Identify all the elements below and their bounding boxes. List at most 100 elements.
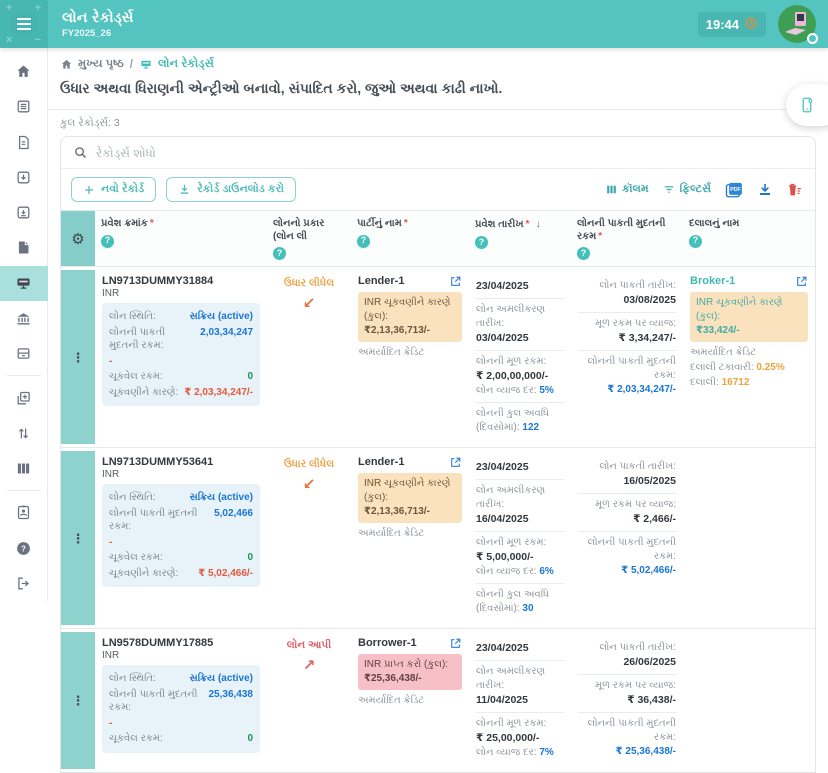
- divider: [48, 109, 828, 110]
- broker-name-link[interactable]: Broker-1: [690, 275, 735, 287]
- column-label: પ્રવેશ ક્રમાંક: [101, 218, 148, 229]
- help-icon[interactable]: ?: [689, 235, 702, 248]
- svg-text:PDF: PDF: [730, 187, 741, 193]
- sidebar-divider: [7, 375, 41, 376]
- help-icon[interactable]: ?: [101, 235, 114, 248]
- entry-number-value: LN9713DUMMY53641: [102, 456, 260, 468]
- sidebar-item-bank[interactable]: [0, 301, 48, 336]
- maturity-cell: લોન પાકતી તારીખ:16/05/2025 મૂળ રકમ પર વ્…: [571, 448, 683, 628]
- broker-cell: [683, 448, 815, 628]
- delete-records-button[interactable]: [786, 182, 803, 198]
- loan-direction-arrow-icon: ↙: [274, 294, 344, 312]
- sidebar-item-document[interactable]: [0, 125, 48, 160]
- column-header-0: પ્રવેશ ક્રમાંક* ?: [95, 211, 267, 266]
- entry-date-value: 23/04/2025: [476, 280, 529, 292]
- home-icon: [15, 63, 32, 80]
- user-avatar[interactable]: [778, 5, 816, 43]
- broker-cell: Broker-1 INR ચૂકવણીને કારણે (કુલ):₹33,42…: [683, 267, 815, 447]
- download-icon: [178, 183, 191, 196]
- sidebar-item-home[interactable]: [0, 54, 48, 89]
- sidebar-item-logout[interactable]: [0, 566, 48, 601]
- breadcrumb-current[interactable]: લોન રેકોર્ડ્સ: [139, 58, 214, 71]
- sidebar-item-archive-download[interactable]: [0, 195, 48, 230]
- sidebar-item-ledger[interactable]: [0, 89, 48, 124]
- row-menu-kebab-icon[interactable]: ⋮: [72, 532, 85, 545]
- loan-records-icon: [139, 58, 153, 71]
- maturity-total-value: ₹ 2,03,34,247/-: [607, 384, 676, 395]
- open-in-new-icon[interactable]: [449, 637, 462, 650]
- session-timer-badge[interactable]: 19:44: [698, 12, 766, 37]
- filters-button[interactable]: ફિલ્ટર્સ: [662, 183, 711, 196]
- table-settings-gear-icon[interactable]: ⚙: [61, 211, 95, 266]
- sidebar-item-drawer[interactable]: [0, 336, 48, 371]
- column-header-3: પ્રવેશ તારીખ*↓ ?: [469, 211, 571, 266]
- row-menu-kebab-icon[interactable]: ⋮: [72, 694, 85, 707]
- loan-type-value: ઉધાર લીધેલ: [274, 277, 344, 290]
- open-in-new-icon[interactable]: [449, 456, 462, 469]
- broker-cell: [683, 629, 815, 772]
- main-content: મુખ્ય પૃષ્ઠ / લોન રેકોર્ડ્સ ઉધાર અથવા ધિ…: [48, 48, 828, 601]
- entry-number-value: LN9713DUMMY31884: [102, 275, 260, 287]
- download-record-button[interactable]: રેકોર્ડ ડાઉનલોડ કરો: [166, 177, 296, 202]
- search-input[interactable]: [96, 146, 803, 160]
- required-asterisk: *: [526, 219, 530, 230]
- sidebar-item-id-badge[interactable]: [0, 495, 48, 530]
- open-in-new-icon[interactable]: [795, 275, 808, 288]
- loan-status-value: સક્રિય (active): [190, 491, 253, 505]
- brokerage-pct-value: 0.25%: [756, 362, 784, 373]
- swap-vertical-icon: [15, 425, 32, 442]
- sidebar-item-loan-records[interactable]: [0, 266, 48, 301]
- new-record-button[interactable]: નવો રેકોર્ડ: [71, 177, 156, 202]
- loan-type-value: ઉધાર લીધેલ: [274, 458, 344, 471]
- table-row: ⋮ LN9713DUMMY31884 INR લોન સ્થિતિ:સક્રિય…: [61, 266, 815, 447]
- page-title: લોન રેકોર્ડ્સ: [62, 10, 134, 26]
- download-all-button[interactable]: [757, 182, 773, 198]
- row-stripe: ⋮: [61, 629, 95, 772]
- sidebar-item-add-box[interactable]: [0, 380, 48, 415]
- party-due-box: INR ચૂકવણીને કારણે (કુલ):₹2,13,36,713/-: [358, 292, 462, 342]
- loan-status-value: સક્રિય (active): [190, 672, 253, 686]
- hamburger-menu-icon[interactable]: [11, 14, 37, 34]
- records-panel: નવો રેકોર્ડ રેકોર્ડ ડાઉનલોડ કરો કૉલમ ફિલ…: [60, 136, 816, 773]
- export-pdf-button[interactable]: PDF: [724, 181, 744, 199]
- party-due-amount: ₹2,13,36,713/-: [364, 505, 456, 519]
- sidebar-item-file[interactable]: [0, 230, 48, 265]
- loan-status-box: લોન સ્થિતિ:સક્રિય (active) લોનની પાકતી મ…: [102, 303, 260, 406]
- required-asterisk: *: [598, 231, 602, 242]
- loan-direction-arrow-icon: ↗: [274, 656, 344, 674]
- breadcrumb-home[interactable]: મુખ્ય પૃષ્ઠ: [60, 58, 124, 71]
- help-icon[interactable]: ?: [475, 236, 488, 249]
- sort-desc-icon[interactable]: ↓: [535, 218, 541, 230]
- entry-date-cell: 23/04/2025 લોન અમલીકરણ તારીખ:16/04/2025 …: [469, 448, 571, 628]
- column-label: લોનની પાકતી મુદતની રકમ: [577, 218, 665, 242]
- open-in-new-icon[interactable]: [449, 275, 462, 288]
- column-label: પાર્ટીનું નામ: [357, 218, 402, 229]
- maturity-total-value: ₹ 25,36,438/-: [616, 746, 676, 757]
- paid-amount-value: 0: [247, 732, 253, 746]
- due-amount-value: ₹ 2,03,34,247/-: [184, 386, 253, 400]
- column-header-1: લોનનો પ્રકાર (લોન લી ?: [267, 211, 351, 266]
- sidebar-nav: ?: [0, 48, 48, 601]
- party-due-amount: ₹2,13,36,713/-: [364, 324, 456, 338]
- entry-number-cell: LN9713DUMMY31884 INR લોન સ્થિતિ:સક્રિય (…: [95, 267, 267, 447]
- entry-date-cell: 23/04/2025 લોન અમલીકરણ તારીખ:03/04/2025 …: [469, 267, 571, 447]
- sidebar-item-table-columns[interactable]: [0, 451, 48, 486]
- party-name-value: Lender-1: [358, 456, 404, 468]
- search-icon: [73, 145, 88, 160]
- row-menu-kebab-icon[interactable]: ⋮: [72, 351, 85, 364]
- sidebar-item-swap-vertical[interactable]: [0, 416, 48, 451]
- sidebar-item-help[interactable]: ?: [0, 530, 48, 565]
- download-icon: [757, 182, 773, 198]
- help-icon[interactable]: ?: [357, 235, 370, 248]
- currency-value: INR: [102, 288, 260, 299]
- sidebar-item-inbox-download[interactable]: [0, 160, 48, 195]
- mobile-app-floating-button[interactable]: [786, 84, 828, 126]
- svg-text:?: ?: [21, 544, 26, 553]
- loan-type-cell: લોન આપી ↗: [267, 629, 351, 772]
- loan-records-icon: [15, 275, 32, 292]
- history-clock-icon: [744, 16, 758, 33]
- help-icon[interactable]: ?: [577, 247, 590, 260]
- maturity-date-value: 26/06/2025: [623, 656, 676, 668]
- columns-button[interactable]: કૉલમ: [605, 183, 649, 196]
- help-icon[interactable]: ?: [273, 247, 286, 260]
